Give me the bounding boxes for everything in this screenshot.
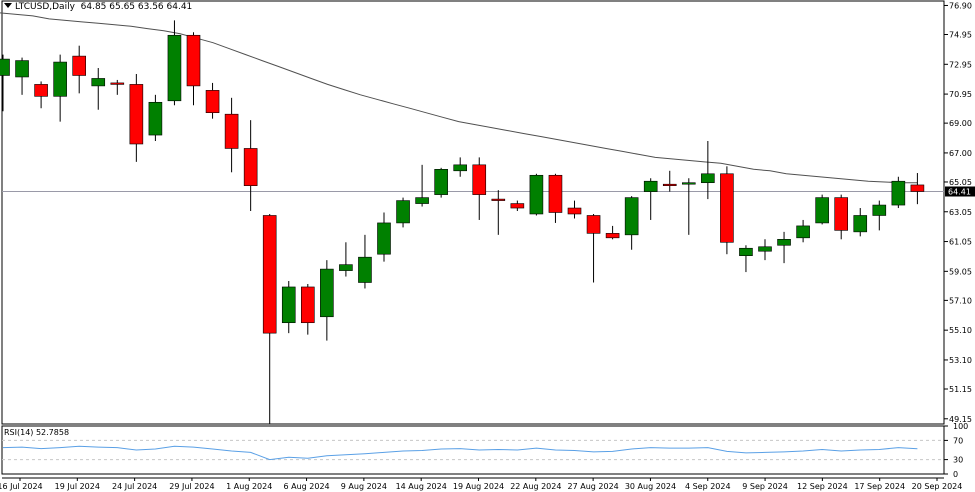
- price-tick-label: 76.90: [949, 1, 972, 10]
- time-tick-label: 17 Sep 2024: [854, 482, 905, 491]
- bullish-candle: [758, 246, 772, 252]
- bearish-candle: [491, 198, 506, 201]
- price-pane-frame: [1, 0, 945, 425]
- bearish-candle: [300, 286, 315, 324]
- bearish-candle: [186, 34, 201, 87]
- time-tick-label: 9 Aug 2024: [341, 482, 387, 491]
- rsi-tick-label: 0: [953, 470, 958, 479]
- time-tick-label: 12 Sep 2024: [797, 482, 848, 491]
- time-tick-label: 16 Jul 2024: [0, 482, 43, 491]
- bearish-candle: [605, 233, 620, 239]
- bullish-candle: [815, 197, 829, 224]
- rsi-pane-frame: [1, 425, 945, 475]
- rsi-header: RSI(14) 52.7858: [4, 428, 70, 437]
- price-tick-label: 55.10: [949, 326, 972, 335]
- bearish-candle: [129, 84, 144, 145]
- bullish-candle: [15, 60, 29, 78]
- bullish-candle: [167, 34, 182, 102]
- time-tick-label: 1 Aug 2024: [226, 482, 272, 491]
- bearish-candle: [586, 215, 601, 234]
- current-price-label: 64.41: [948, 187, 971, 196]
- time-tick-label: 9 Sep 2024: [742, 482, 788, 491]
- menu-triangle-icon[interactable]: [4, 3, 12, 8]
- bearish-candle: [224, 113, 239, 149]
- bearish-candle: [34, 84, 48, 97]
- time-tick-label: 22 Aug 2024: [510, 482, 561, 491]
- price-tick-label: 49.15: [949, 415, 972, 424]
- bullish-candle: [853, 215, 868, 233]
- bullish-candle: [0, 58, 10, 76]
- rsi-tick-label: 70: [953, 436, 963, 445]
- bearish-candle: [510, 203, 525, 209]
- bullish-candle: [339, 264, 353, 271]
- bearish-candle: [243, 148, 258, 186]
- price-tick-label: 67.00: [949, 149, 972, 158]
- rsi-tick-label: 100: [953, 422, 968, 431]
- bullish-candle: [53, 61, 67, 97]
- bullish-candle: [796, 225, 810, 239]
- price-tick-label: 57.10: [949, 296, 972, 305]
- price-tick-label: 70.95: [949, 90, 972, 99]
- time-tick-label: 4 Sep 2024: [685, 482, 731, 491]
- bearish-candle: [262, 215, 277, 334]
- bearish-candle: [910, 184, 925, 192]
- price-tick-label: 65.05: [949, 178, 972, 187]
- bearish-candle: [110, 82, 125, 85]
- bullish-candle: [777, 239, 791, 246]
- price-tick-label: 63.05: [949, 208, 972, 217]
- bearish-candle: [548, 174, 563, 213]
- time-tick-label: 19 Aug 2024: [453, 482, 504, 491]
- ohlc-values: 64.85 65.65 63.56 64.41: [80, 2, 193, 12]
- time-tick-label: 29 Jul 2024: [169, 482, 214, 491]
- bullish-candle: [377, 222, 391, 255]
- bullish-candle: [358, 256, 372, 283]
- bullish-candle: [529, 174, 544, 215]
- bearish-candle: [834, 197, 849, 231]
- rsi-tick-label: 30: [953, 456, 963, 465]
- price-tick-label: 61.05: [949, 238, 972, 247]
- bearish-candle: [662, 183, 677, 186]
- bullish-candle: [624, 197, 639, 236]
- bullish-candle: [872, 204, 887, 216]
- bullish-candle: [281, 286, 296, 324]
- time-tick-label: 19 Jul 2024: [55, 482, 100, 491]
- bearish-candle: [567, 207, 582, 215]
- time-tick-label: 27 Aug 2024: [568, 482, 619, 491]
- bullish-candle: [739, 247, 753, 256]
- price-tick-label: 53.10: [949, 356, 972, 365]
- symbol-label: LTCUSD,Daily: [15, 2, 75, 12]
- time-tick-label: 24 Jul 2024: [112, 482, 157, 491]
- bullish-candle: [415, 197, 429, 204]
- bearish-candle: [472, 164, 487, 195]
- bullish-candle: [148, 101, 163, 136]
- bullish-candle: [643, 180, 658, 192]
- current-price-badge: [945, 186, 975, 197]
- bearish-candle: [72, 55, 86, 76]
- time-tick-label: 14 Aug 2024: [396, 482, 447, 491]
- bullish-candle: [434, 169, 448, 195]
- time-tick-label: 20 Sep 2024: [912, 482, 963, 491]
- chart-header: LTCUSD,Daily 64.85 65.65 63.56 64.41: [4, 2, 192, 12]
- price-tick-label: 59.05: [949, 267, 972, 276]
- bullish-candle: [701, 173, 715, 184]
- price-tick-label: 74.95: [949, 31, 972, 40]
- bullish-candle: [891, 180, 906, 206]
- bullish-candle: [681, 182, 696, 185]
- time-tick-label: 30 Aug 2024: [625, 482, 676, 491]
- price-tick-label: 72.95: [949, 60, 972, 69]
- bearish-candle: [205, 90, 220, 114]
- bullish-candle: [91, 78, 106, 87]
- price-tick-label: 69.00: [949, 119, 972, 128]
- bullish-candle: [396, 200, 410, 224]
- rsi-line: [2, 445, 918, 461]
- moving-average-line: [0, 12, 918, 184]
- price-tick-label: 51.15: [949, 385, 972, 394]
- bullish-candle: [453, 164, 468, 172]
- bearish-candle: [720, 173, 734, 243]
- time-tick-label: 6 Aug 2024: [283, 482, 329, 491]
- bullish-candle: [320, 268, 334, 318]
